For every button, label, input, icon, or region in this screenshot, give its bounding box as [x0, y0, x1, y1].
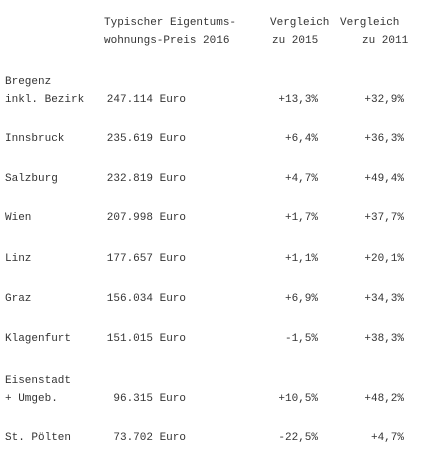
change-2011-cell: +38,3%: [364, 333, 404, 345]
change-2011-cell: +49,4%: [364, 173, 404, 185]
price-cell: 177.657 Euro: [107, 253, 186, 265]
change-2015-cell: +1,7%: [285, 212, 318, 224]
column-header: zu 2011: [362, 35, 409, 47]
column-header: Vergleich: [340, 17, 399, 29]
column-header: Vergleich: [270, 17, 329, 29]
change-2015-cell: +6,9%: [285, 293, 318, 305]
price-cell: 232.819 Euro: [107, 173, 186, 185]
row-label: + Umgeb.: [5, 393, 58, 405]
row-label: Klagenfurt: [5, 333, 71, 345]
change-2015-cell: +1,1%: [285, 253, 318, 265]
change-2015-cell: -22,5%: [278, 432, 318, 444]
row-label: Innsbruck: [5, 133, 65, 145]
row-label: St. Pölten: [5, 432, 71, 444]
column-header: zu 2015: [272, 35, 318, 47]
change-2015-cell: +6,4%: [285, 133, 318, 145]
price-cell: 207.998 Euro: [107, 212, 186, 224]
row-label: Eisenstadt: [5, 375, 71, 387]
change-2015-cell: +4,7%: [285, 173, 318, 185]
price-cell: 151.015 Euro: [107, 333, 186, 345]
change-2011-cell: +48,2%: [364, 393, 404, 405]
column-header: Typischer Eigentums-: [104, 17, 236, 29]
change-2015-cell: -1,5%: [285, 333, 318, 345]
change-2011-cell: +36,3%: [364, 133, 404, 145]
change-2015-cell: +10,5%: [278, 393, 318, 405]
row-label: Linz: [5, 253, 31, 265]
price-cell: 73.702 Euro: [113, 432, 186, 444]
change-2011-cell: +4,7%: [371, 432, 404, 444]
row-label: Bregenz: [5, 76, 51, 88]
row-label: Salzburg: [5, 173, 58, 185]
row-label: Graz: [5, 293, 31, 305]
row-label: inkl. Bezirk: [5, 94, 85, 106]
change-2015-cell: +13,3%: [278, 94, 318, 106]
change-2011-cell: +37,7%: [364, 212, 404, 224]
price-cell: 96.315 Euro: [113, 393, 186, 405]
price-cell: 247.114 Euro: [107, 94, 186, 106]
change-2011-cell: +32,9%: [364, 94, 404, 106]
change-2011-cell: +20,1%: [364, 253, 404, 265]
column-header: wohnungs-Preis 2016: [104, 35, 229, 47]
price-cell: 156.034 Euro: [107, 293, 186, 305]
row-label: Wien: [5, 212, 31, 224]
price-cell: 235.619 Euro: [107, 133, 186, 145]
change-2011-cell: +34,3%: [364, 293, 404, 305]
